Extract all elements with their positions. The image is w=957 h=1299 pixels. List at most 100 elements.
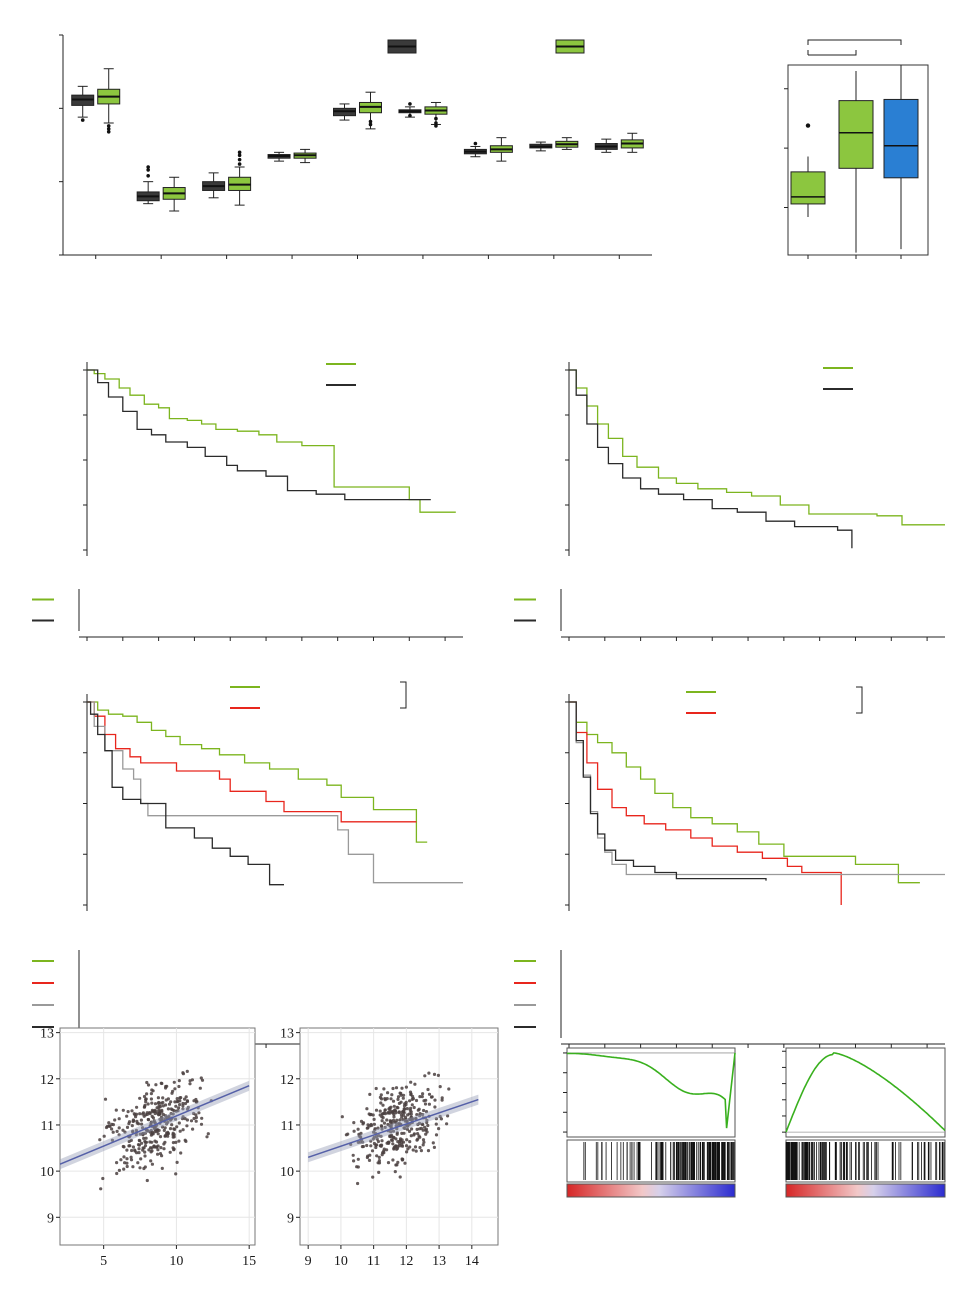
panelG1-point (172, 1147, 176, 1151)
panelG1-point (194, 1113, 198, 1117)
panelG1-point (177, 1084, 181, 1089)
panelG2-point (434, 1117, 438, 1121)
panelG2-point (427, 1071, 431, 1075)
panelG2-point (389, 1097, 393, 1101)
panelG2-point (392, 1112, 396, 1117)
panelC-curve-wtap-low (87, 369, 456, 513)
panelG2-point (417, 1107, 421, 1111)
panelG1-point (108, 1124, 112, 1128)
panelG2-point (402, 1093, 406, 1097)
panelG1-point (143, 1150, 147, 1154)
panelG2-point (427, 1092, 432, 1096)
panelG2-point (372, 1117, 376, 1121)
panelG2-point (404, 1144, 409, 1148)
panelG1-point (110, 1138, 114, 1142)
panelG2-point (396, 1106, 400, 1110)
panelG2-point (439, 1117, 443, 1121)
panelG2-point (400, 1086, 404, 1090)
panelG1-point (183, 1117, 187, 1121)
panelG1-point (194, 1100, 198, 1104)
panelG1-point (101, 1176, 105, 1181)
panelG2-point (408, 1099, 412, 1103)
panelG1-point (177, 1106, 181, 1110)
panelG2-point (401, 1157, 405, 1161)
panelG2-xtick-label: 11 (367, 1254, 380, 1269)
panelG2-point (447, 1087, 451, 1091)
panelG2-point (402, 1107, 406, 1111)
panelG1-point (139, 1118, 143, 1122)
panelG1-point (117, 1168, 121, 1172)
panelG1-point (153, 1108, 157, 1112)
panelG2-point (374, 1134, 379, 1138)
panelG2-point (383, 1125, 387, 1129)
panelF-curve-black (569, 701, 767, 881)
panelG2-point (365, 1107, 369, 1111)
panelG2-point (425, 1120, 429, 1125)
panelG1-point (181, 1071, 185, 1075)
panelF-curve-wtap-tnm12-low (569, 701, 920, 884)
panelG1-point (143, 1154, 147, 1158)
panelB-box-0-outlier (805, 123, 811, 128)
panelG2-point (438, 1085, 442, 1089)
panelG1-point (129, 1158, 134, 1162)
panelG2-point (361, 1140, 365, 1144)
panelG1-point (185, 1099, 189, 1103)
panelG2-point (398, 1138, 403, 1142)
panelA-hcc-2-outlier (237, 157, 242, 162)
panelG2-point (419, 1126, 423, 1130)
panelG2-point (431, 1141, 435, 1145)
panelA-normal-1-outlier (146, 165, 150, 169)
panelG1-point (162, 1147, 166, 1151)
panelG2-point (392, 1109, 396, 1113)
panelG2-point (424, 1110, 429, 1114)
panelG1-point (156, 1152, 160, 1156)
panelG1-point (119, 1158, 123, 1162)
panelG2-point (388, 1119, 392, 1123)
panelG2-point (409, 1092, 413, 1096)
panelG1-point (131, 1145, 135, 1149)
panelG1-point (123, 1130, 127, 1134)
panelG2-point (409, 1080, 413, 1084)
panelG2-point (437, 1127, 441, 1131)
panelG2-point (418, 1114, 422, 1118)
panelG2-point (436, 1073, 440, 1077)
panelG2-xtick-label: 13 (432, 1254, 446, 1269)
panelG2-point (391, 1129, 396, 1133)
panelG2-point (391, 1142, 395, 1146)
panelG2-point (394, 1137, 398, 1141)
panelG1-point (125, 1164, 129, 1169)
panelG1-point (197, 1111, 201, 1115)
panelG2-point (365, 1143, 369, 1148)
panelG2-point (395, 1131, 399, 1135)
panelG1-point (181, 1104, 185, 1108)
panelG1-point (171, 1089, 175, 1093)
panelG2-point (379, 1101, 383, 1105)
panelG2-point (377, 1155, 381, 1159)
panelG1-point (146, 1102, 150, 1106)
panelG1-point (137, 1138, 141, 1142)
panelA-hcc-2-outlier (237, 153, 242, 158)
panelG1-point (148, 1111, 152, 1115)
panelG1-point (141, 1111, 145, 1115)
panelG1-point (153, 1111, 157, 1116)
panelG2-point (423, 1102, 428, 1106)
panelG1-xtick-label: 15 (242, 1254, 256, 1269)
panelA-hcc-5-outlier (434, 116, 438, 121)
panelG2-point (405, 1119, 409, 1123)
panelG2-xtick-label: 9 (305, 1254, 312, 1269)
panelG2-point (391, 1086, 395, 1091)
panelG1-point (99, 1187, 103, 1191)
panelG2-point (410, 1097, 414, 1101)
panelG1-point (173, 1127, 177, 1131)
panelG2-point (418, 1135, 422, 1139)
panelA-hcc-5-outlier (434, 121, 438, 125)
panelG1-point (141, 1133, 145, 1137)
panelG2-point (433, 1105, 437, 1109)
panelG1-point (192, 1111, 196, 1116)
panelG1-point (205, 1135, 209, 1139)
panelG1-point (141, 1148, 145, 1152)
panelG1-point (179, 1151, 183, 1155)
panelG2-point (379, 1143, 383, 1147)
panelG1-point (174, 1104, 178, 1108)
